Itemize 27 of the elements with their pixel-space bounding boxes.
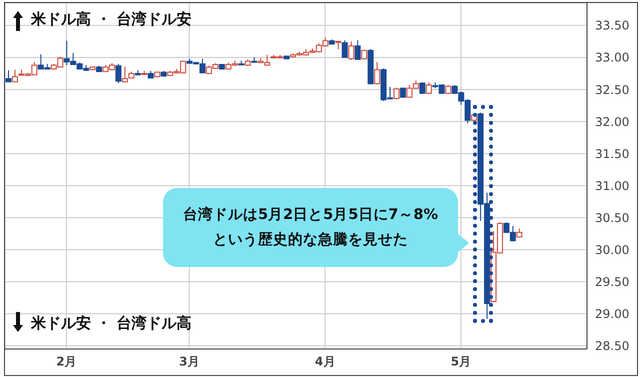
y-tick-label: 29.50 (595, 274, 630, 289)
x-tick-label: 2月 (56, 354, 77, 369)
annotation: 米ドル安 ・ 台湾ドル高 (31, 314, 192, 333)
candlestick (374, 61, 380, 85)
candlestick (342, 40, 348, 58)
x-tick-label: 4月 (314, 354, 336, 369)
y-tick-label: 31.00 (595, 178, 630, 193)
y-tick-label: 31.50 (595, 146, 630, 161)
y-tick-label: 28.50 (595, 339, 630, 354)
y-tick-label: 30.00 (595, 242, 630, 257)
y-tick-label: 33.00 (595, 50, 630, 65)
candlestick (426, 82, 432, 94)
annotation: 米ドル高 ・ 台湾ドル安 (31, 10, 192, 29)
y-tick-label: 33.50 (595, 18, 630, 33)
y-tick-label: 30.50 (595, 210, 630, 225)
annotation: 台湾ドルは5月2日と5月5日に7～8% という歴史的な急騰を見せた (182, 205, 438, 250)
candlestick (354, 40, 361, 60)
candlestick (348, 40, 354, 61)
y-tick-label: 29.00 (595, 307, 630, 322)
candlestick (12, 69, 18, 82)
y-tick-label: 32.00 (595, 114, 630, 129)
x-tick-label: 3月 (179, 354, 200, 369)
candlestick (6, 70, 12, 82)
candlestick (400, 87, 406, 98)
y-tick-label: 32.50 (595, 82, 630, 97)
candlestick (115, 63, 122, 84)
x-tick-label: 5月 (450, 354, 472, 369)
